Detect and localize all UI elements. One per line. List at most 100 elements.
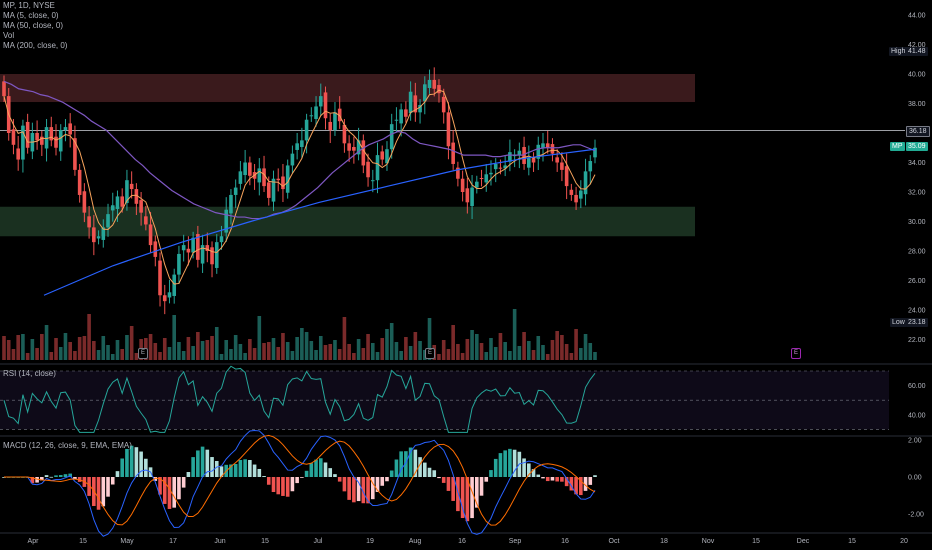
price-axis-tick: 38.00: [908, 101, 926, 108]
ma200-legend[interactable]: MA (200, close, 0): [3, 41, 68, 50]
volume-bar: [229, 349, 233, 360]
volume-bar: [96, 350, 101, 360]
macd-histogram-bar: [479, 477, 484, 496]
macd-axis-tick: -2.00: [908, 512, 924, 519]
macd-histogram-bar: [352, 477, 356, 503]
chart-legend: MP, 1D, NYSE MA (5, close, 0) MA (50, cl…: [3, 1, 67, 51]
macd-histogram-bar: [125, 448, 129, 477]
candle-body: [177, 253, 181, 275]
macd-histogram-bar: [427, 467, 432, 477]
time-axis-label: 15: [848, 538, 856, 545]
macd-legend[interactable]: MACD (12, 26, close, 9, EMA, EMA): [3, 441, 132, 450]
candle-body: [375, 155, 380, 181]
earnings-event-icon[interactable]: E: [425, 348, 435, 359]
candle-body: [370, 180, 375, 182]
volume-bar: [508, 351, 512, 360]
candle-body: [545, 143, 550, 148]
macd-histogram-bar: [508, 448, 512, 477]
volume-bar: [484, 352, 489, 360]
macd-histogram-bar: [35, 477, 39, 483]
candle-body: [531, 158, 536, 163]
macd-histogram-bar: [465, 477, 470, 522]
candle-body: [21, 125, 25, 160]
earnings-event-icon[interactable]: E: [791, 348, 801, 359]
price-axis-tick: 34.00: [908, 160, 926, 167]
macd-histogram-bar: [144, 458, 148, 477]
volume-bar: [394, 342, 399, 360]
symbol-title[interactable]: MP, 1D, NYSE: [3, 1, 55, 10]
candle-body: [404, 109, 408, 117]
volume-bar: [186, 337, 191, 360]
macd-histogram-bar: [347, 477, 351, 500]
ma50-line: [3, 80, 596, 220]
candle-body: [593, 147, 597, 158]
macd-histogram-bar: [181, 477, 186, 488]
macd-histogram-bar: [531, 469, 536, 477]
support-zone: [0, 206, 695, 237]
volume-bar: [73, 351, 77, 360]
rsi-legend[interactable]: RSI (14, close): [3, 369, 56, 378]
macd-histogram-bar: [432, 470, 437, 477]
volume-bar: [385, 329, 389, 360]
volume-bar: [347, 344, 351, 360]
candle-body: [49, 127, 54, 141]
volume-legend[interactable]: Vol: [3, 31, 15, 40]
volume-bar: [101, 336, 106, 360]
macd-histogram-bar: [63, 474, 68, 477]
candle-body: [337, 108, 342, 122]
ma50-legend[interactable]: MA (50, close, 0): [3, 21, 64, 30]
candle-body: [446, 112, 451, 147]
candle-body: [68, 123, 72, 135]
macd-histogram-bar: [361, 477, 366, 504]
macd-histogram-bar: [44, 475, 49, 477]
volume-bar: [593, 352, 597, 360]
macd-axis-tick: 0.00: [908, 475, 922, 482]
candle-body: [266, 182, 271, 198]
macd-histogram-bar: [550, 477, 555, 481]
volume-bar: [304, 332, 309, 360]
macd-histogram-bar: [399, 451, 403, 477]
macd-histogram-bar: [153, 477, 158, 481]
macd-histogram-bar: [214, 460, 219, 477]
earnings-event-icon[interactable]: E: [138, 348, 148, 359]
candle-body: [153, 241, 158, 257]
volume-bar: [172, 315, 177, 360]
macd-histogram-bar: [555, 477, 559, 482]
candle-body: [87, 216, 91, 228]
volume-bar: [40, 334, 44, 360]
candle-body: [479, 177, 484, 179]
volume-bar: [503, 342, 507, 360]
macd-histogram-bar: [68, 473, 72, 477]
macd-histogram-bar: [569, 477, 574, 491]
macd-histogram-bar: [356, 477, 361, 502]
candle-body: [295, 143, 299, 150]
volume-bar: [285, 342, 290, 360]
candle-body: [432, 79, 437, 89]
candle-body: [191, 237, 195, 253]
macd-histogram-bar: [588, 477, 593, 485]
volume-bar: [375, 352, 380, 360]
volume-bar: [125, 335, 129, 360]
candle-body: [82, 191, 87, 213]
macd-histogram-bar: [370, 477, 375, 500]
macd-histogram-bar: [484, 477, 489, 482]
macd-histogram-bar: [394, 459, 399, 477]
macd-histogram-bar: [285, 477, 290, 497]
volume-bar: [314, 350, 318, 360]
macd-histogram-bar: [205, 449, 210, 477]
macd-histogram-bar: [512, 449, 517, 477]
macd-histogram-bar: [167, 477, 172, 509]
candle-body: [16, 148, 20, 160]
last-price-tag: 35.09: [906, 142, 928, 151]
ma5-legend[interactable]: MA (5, close, 0): [3, 11, 59, 20]
candle-body: [11, 129, 16, 145]
volume-bar: [200, 341, 205, 360]
volume-bar: [512, 309, 517, 360]
candle-body: [347, 143, 351, 151]
candle-body: [380, 151, 385, 160]
macd-histogram-bar: [422, 462, 427, 477]
macd-histogram-bar: [238, 460, 243, 477]
candle-body: [54, 136, 58, 148]
volume-bar: [210, 336, 214, 360]
